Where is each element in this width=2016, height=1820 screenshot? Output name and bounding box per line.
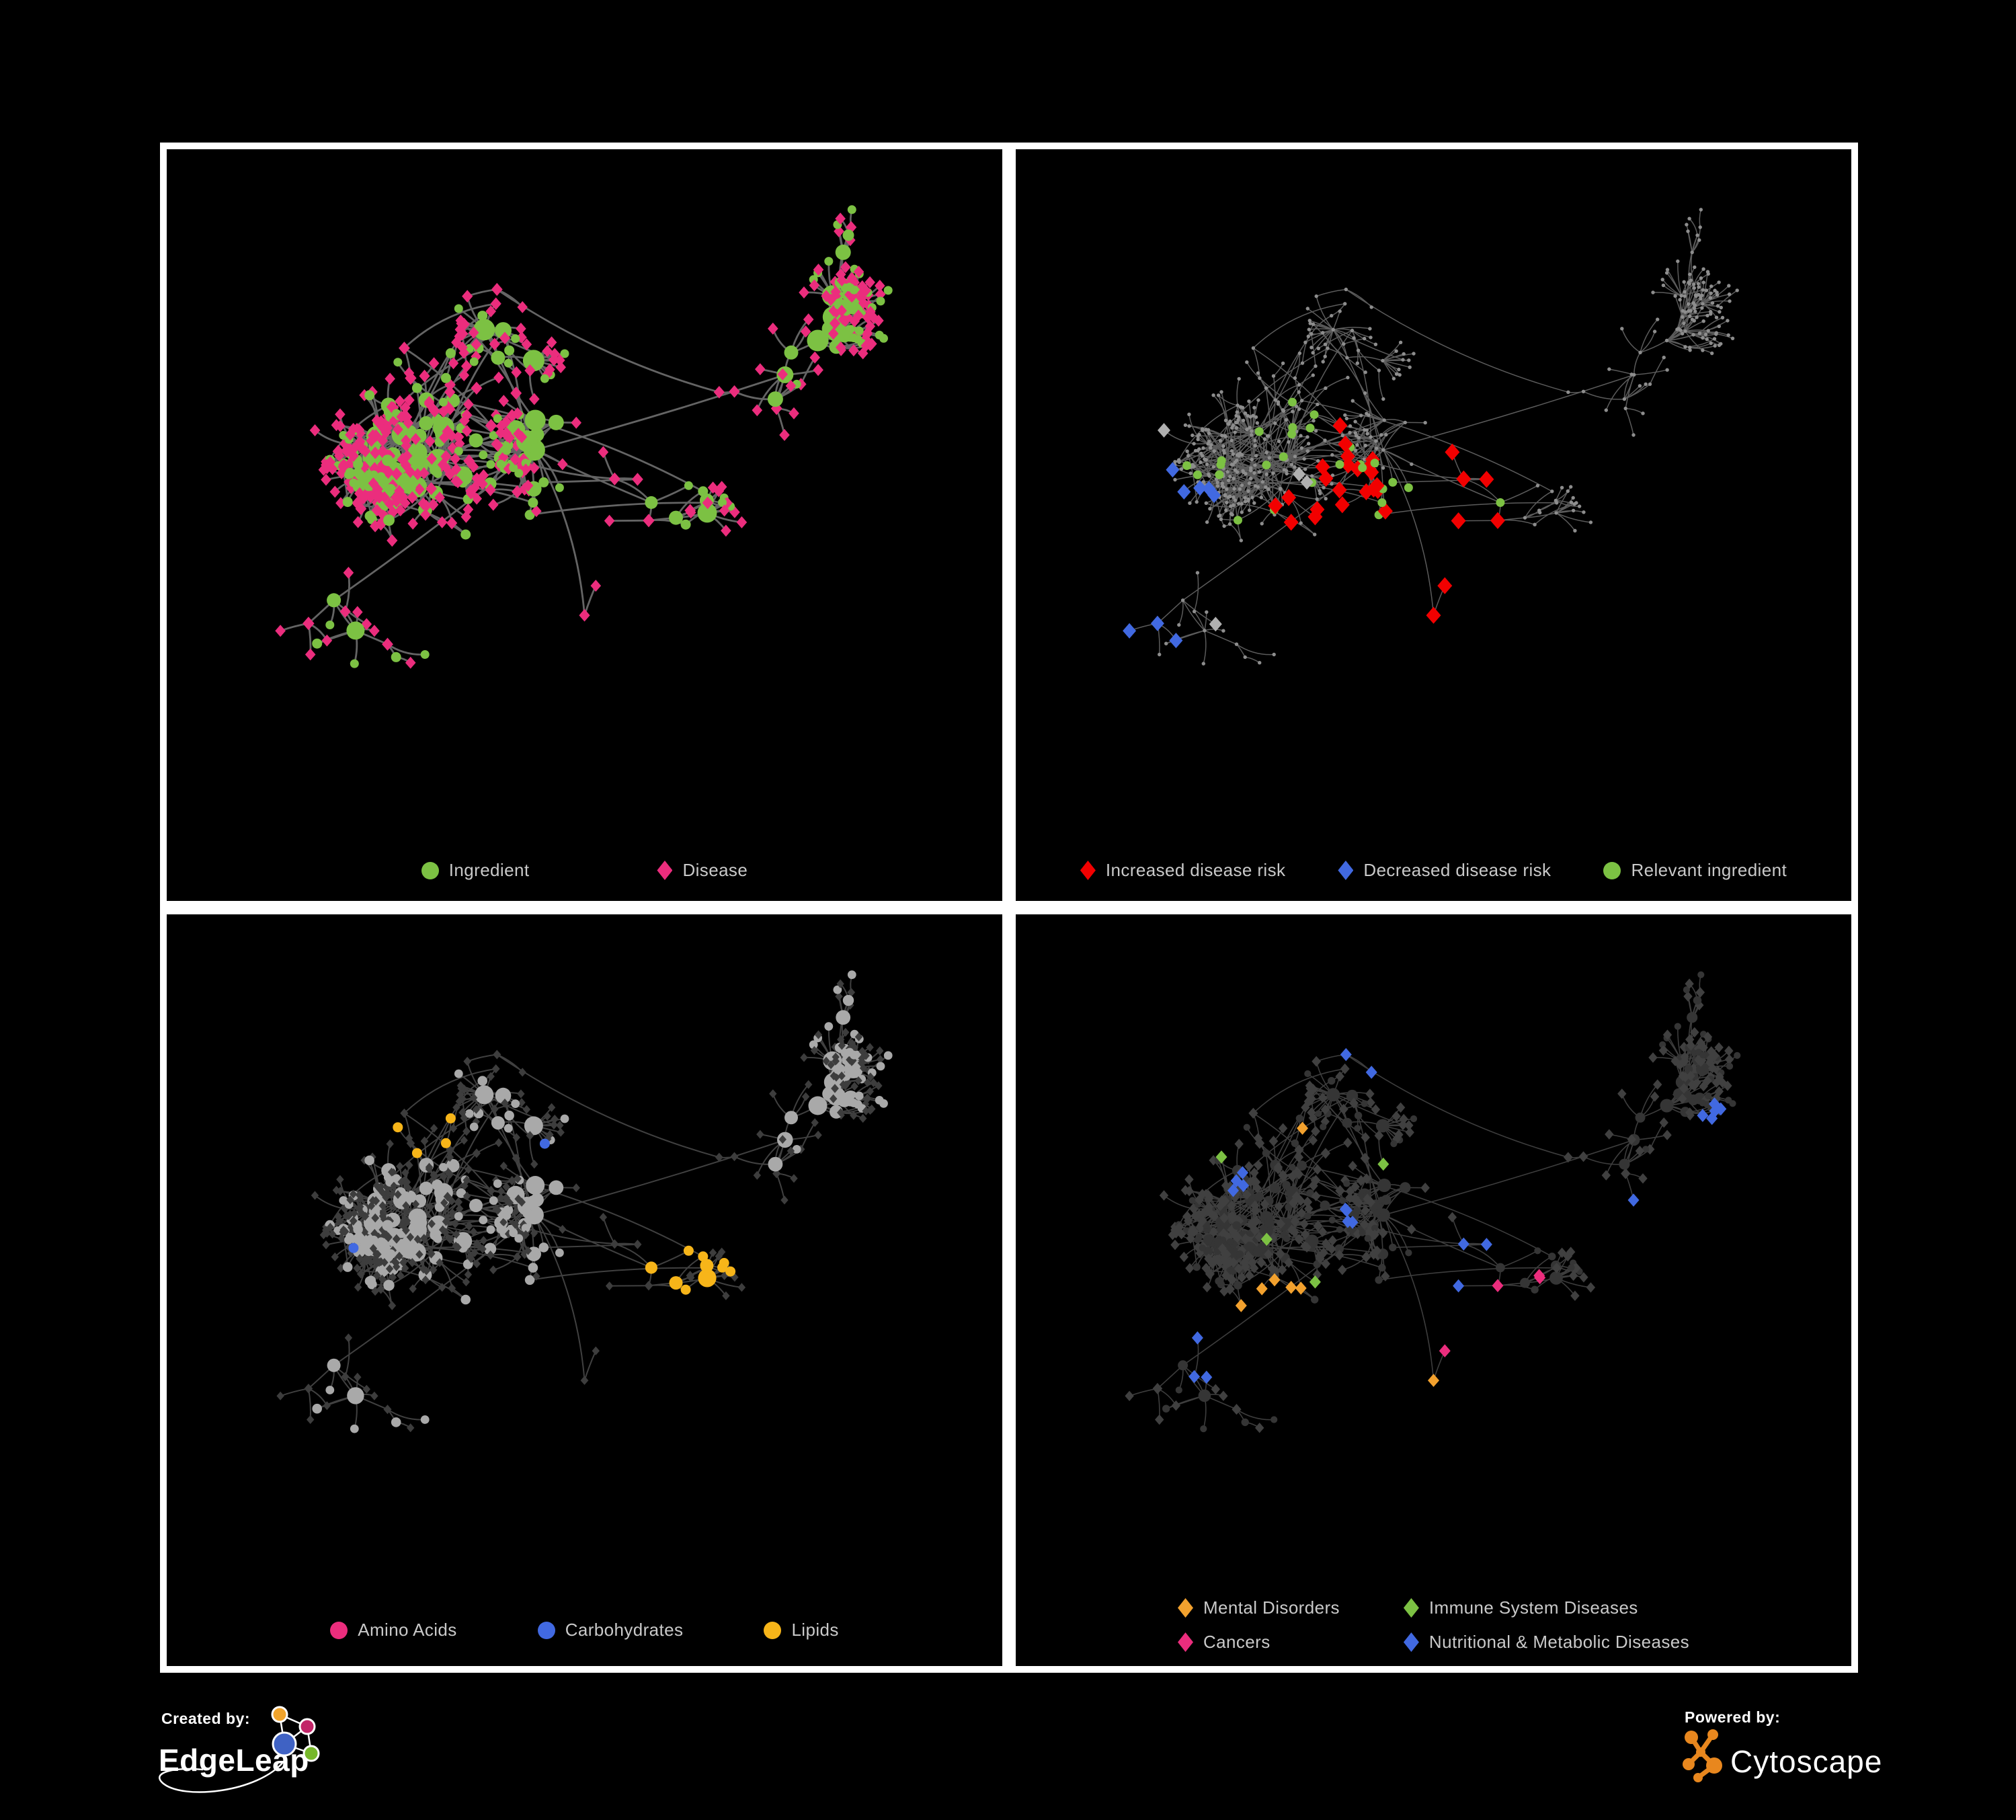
legend-label: Relevant ingredient bbox=[1631, 860, 1787, 880]
cytoscape-branding: Powered by: Cytoscape bbox=[1683, 1708, 1882, 1782]
disease-risk-network-graph bbox=[1123, 208, 1739, 666]
legend-item-carbohydrates: Carbohydrates bbox=[537, 1620, 684, 1640]
legend-circle-glyph bbox=[1603, 861, 1621, 879]
legend-diamond-glyph bbox=[1080, 861, 1096, 880]
cytoscape-wordmark: Cytoscape bbox=[1730, 1744, 1882, 1779]
legend-label: Increased disease risk bbox=[1105, 860, 1286, 880]
legend-item-amino-acids: Amino Acids bbox=[330, 1620, 456, 1640]
legend-diamond-glyph bbox=[657, 861, 673, 880]
panel-disease-classes: Mental Disorders Immune System Diseases Ca… bbox=[1009, 908, 1858, 1673]
legend-diamond-glyph bbox=[1178, 1598, 1193, 1618]
legend-item-nutritional-metabolic-diseases: Nutritional & Metabolic Diseases bbox=[1403, 1632, 1689, 1653]
legend-circle-glyph bbox=[537, 1621, 555, 1639]
powered-by-label: Powered by: bbox=[1685, 1708, 1780, 1726]
legend-circle-glyph bbox=[421, 861, 439, 879]
edgeleap-node-blue bbox=[272, 1731, 297, 1757]
legend-diamond-glyph bbox=[1403, 1598, 1419, 1618]
legend-label: Ingredient bbox=[448, 860, 530, 880]
nutrient-classes-network-graph bbox=[276, 970, 893, 1433]
legend-diamond-glyph bbox=[1338, 861, 1354, 880]
legend-item-decreased-disease-risk: Decreased disease risk bbox=[1338, 860, 1551, 881]
legend-label: Cancers bbox=[1203, 1632, 1271, 1652]
edgeleap-logo bbox=[159, 1706, 320, 1793]
panel-disease-risk: Increased disease risk Decreased disease … bbox=[1009, 143, 1858, 908]
legend-circle-glyph bbox=[330, 1621, 348, 1639]
edgeleap-swoosh bbox=[159, 1761, 284, 1793]
legend-item-increased-disease-risk: Increased disease risk bbox=[1080, 860, 1285, 881]
edgeleap-branding: Created by: EdgeLeap bbox=[159, 1706, 320, 1793]
disease-classes-network-graph bbox=[1125, 971, 1741, 1433]
legend-item-disease: Disease bbox=[657, 860, 748, 881]
legend-label: Amino Acids bbox=[358, 1620, 457, 1640]
legend-item-lipids: Lipids bbox=[764, 1620, 838, 1640]
legend-item-relevant-ingredient: Relevant ingredient bbox=[1603, 860, 1787, 881]
legend-item-cancers: Cancers bbox=[1178, 1632, 1340, 1653]
legend-item-immune-system-diseases: Immune System Diseases bbox=[1403, 1597, 1689, 1618]
legend-diamond-glyph bbox=[1403, 1632, 1419, 1652]
disease-classes-legend-items: Mental Disorders Immune System Diseases Ca… bbox=[1178, 1597, 1689, 1653]
legend-label: Mental Disorders bbox=[1203, 1597, 1340, 1618]
legend-label: Nutritional & Metabolic Diseases bbox=[1428, 1632, 1689, 1652]
nutrient-classes-legend-items: Amino Acids Carbohydrates Lipids bbox=[167, 1620, 1002, 1640]
edgeleap-node-green bbox=[303, 1745, 320, 1762]
edgeleap-node-orange bbox=[271, 1706, 288, 1723]
legend-label: Disease bbox=[682, 860, 748, 880]
edgeleap-node-pink bbox=[298, 1718, 316, 1735]
cytoscape-logo bbox=[1683, 1729, 1722, 1782]
created-by-label: Created by: bbox=[161, 1710, 250, 1727]
ingredient-disease-legend-items: Ingredient Disease bbox=[167, 860, 1002, 881]
legend-circle-glyph bbox=[764, 1621, 782, 1639]
legend-label: Immune System Diseases bbox=[1428, 1597, 1638, 1618]
legend-item-mental-disorders: Mental Disorders bbox=[1178, 1597, 1340, 1618]
disease-risk-legend-items: Increased disease risk Decreased disease … bbox=[1016, 860, 1851, 881]
legend-item-ingredient: Ingredient bbox=[421, 860, 530, 881]
panel-nutrient-classes: Amino Acids Carbohydrates Lipids bbox=[160, 908, 1009, 1673]
legend-diamond-glyph bbox=[1178, 1632, 1193, 1652]
panel-ingredient-disease: Ingredient Disease bbox=[160, 143, 1009, 908]
legend-label: Carbohydrates bbox=[565, 1620, 684, 1640]
legend-label: Lipids bbox=[791, 1620, 839, 1640]
legend-label: Decreased disease risk bbox=[1363, 860, 1551, 880]
ingredient-disease-network-graph bbox=[275, 205, 893, 669]
